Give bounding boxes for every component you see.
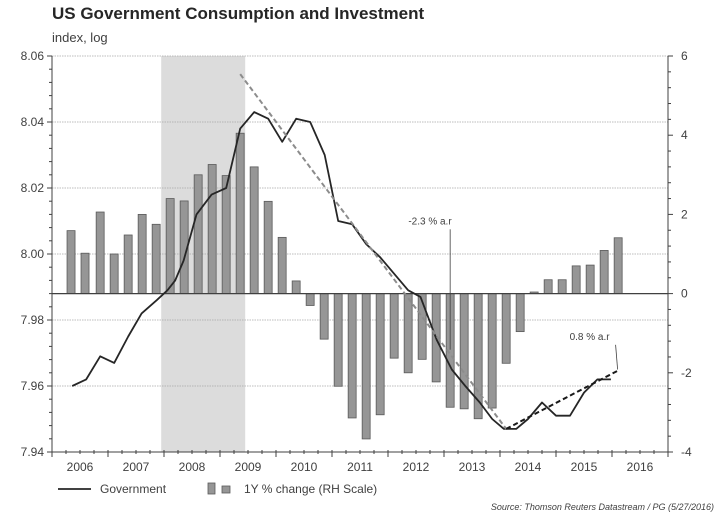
right-tick-label: -4 (681, 445, 692, 459)
legend-label-government: Government (100, 482, 167, 496)
left-tick-label: 7.96 (21, 379, 45, 393)
bar (165, 198, 175, 294)
annotation-pointer (615, 344, 618, 370)
bar (235, 132, 245, 295)
bar (221, 175, 231, 294)
bar (80, 252, 90, 294)
legend-label-bars: 1Y % change (RH Scale) (244, 482, 377, 496)
bar (389, 293, 399, 359)
axes: 7.94 7.96 7.98 8.00 8.02 8.04 8.06 -4 -2 0 2 4 6 2006… (21, 49, 692, 474)
bar (361, 293, 371, 440)
right-tick-label: 0 (681, 287, 688, 301)
bar (403, 293, 413, 374)
x-tick-label: 2011 (347, 460, 373, 474)
bar (277, 236, 287, 294)
bar (375, 293, 385, 416)
bar (543, 279, 553, 294)
left-tick-label: 8.00 (21, 247, 45, 261)
source-note: Source: Thomson Reuters Datastream / PG … (491, 502, 714, 512)
bar (585, 264, 595, 295)
bar (123, 234, 133, 295)
bar (249, 166, 259, 295)
right-tick-label: 4 (681, 128, 688, 142)
right-tick-label: 6 (681, 49, 688, 63)
left-tick-label: 8.02 (21, 181, 45, 195)
bar (459, 293, 469, 410)
left-tick-label: 7.94 (21, 445, 45, 459)
trend-line (505, 369, 619, 430)
left-tick-label: 8.04 (21, 115, 45, 129)
bar (347, 293, 357, 419)
bar (599, 250, 609, 295)
x-tick-label: 2006 (67, 460, 94, 474)
chart-subtitle: index, log (52, 30, 108, 45)
bar (571, 265, 581, 295)
bar (319, 293, 329, 340)
bar (557, 279, 567, 294)
line-series (71, 73, 619, 430)
bar (613, 237, 623, 294)
x-tick-label: 2009 (235, 460, 262, 474)
x-tick-label: 2008 (179, 460, 206, 474)
bar (291, 280, 301, 295)
bar (515, 293, 525, 333)
bar (333, 293, 343, 387)
legend-bar-swatch (207, 482, 216, 495)
x-tick-label: 2010 (291, 460, 318, 474)
chart-title: US Government Consumption and Investment (52, 4, 425, 23)
bar-series (66, 132, 623, 440)
bar (207, 164, 217, 294)
bar (487, 293, 497, 409)
bar (109, 253, 119, 294)
x-tick-label: 2016 (627, 460, 654, 474)
annotation-label: 0.8 % a.r (570, 332, 611, 343)
annotation-label: -2.3 % a.r (408, 216, 452, 227)
right-tick-label: -2 (681, 366, 692, 380)
bar (151, 223, 161, 295)
bar (501, 293, 511, 364)
government-line (71, 111, 611, 430)
x-tick-label: 2013 (459, 460, 486, 474)
bar (305, 293, 315, 306)
annotations: -2.3 % a.r 0.8 % a.r (408, 216, 618, 370)
x-tick-label: 2012 (403, 460, 430, 474)
x-tick-label: 2007 (123, 460, 150, 474)
right-tick-label: 2 (681, 207, 688, 221)
bar (193, 174, 203, 295)
bar (66, 230, 76, 295)
left-tick-label: 7.98 (21, 313, 45, 327)
legend: Government 1Y % change (RH Scale) (58, 482, 377, 496)
x-tick-label: 2014 (515, 460, 542, 474)
bar (263, 200, 273, 294)
left-tick-label: 8.06 (21, 49, 45, 63)
trend-line (239, 73, 508, 430)
x-tick-label: 2015 (571, 460, 598, 474)
bar (95, 211, 105, 294)
legend-bar-swatch (221, 485, 231, 494)
bar (137, 213, 147, 294)
